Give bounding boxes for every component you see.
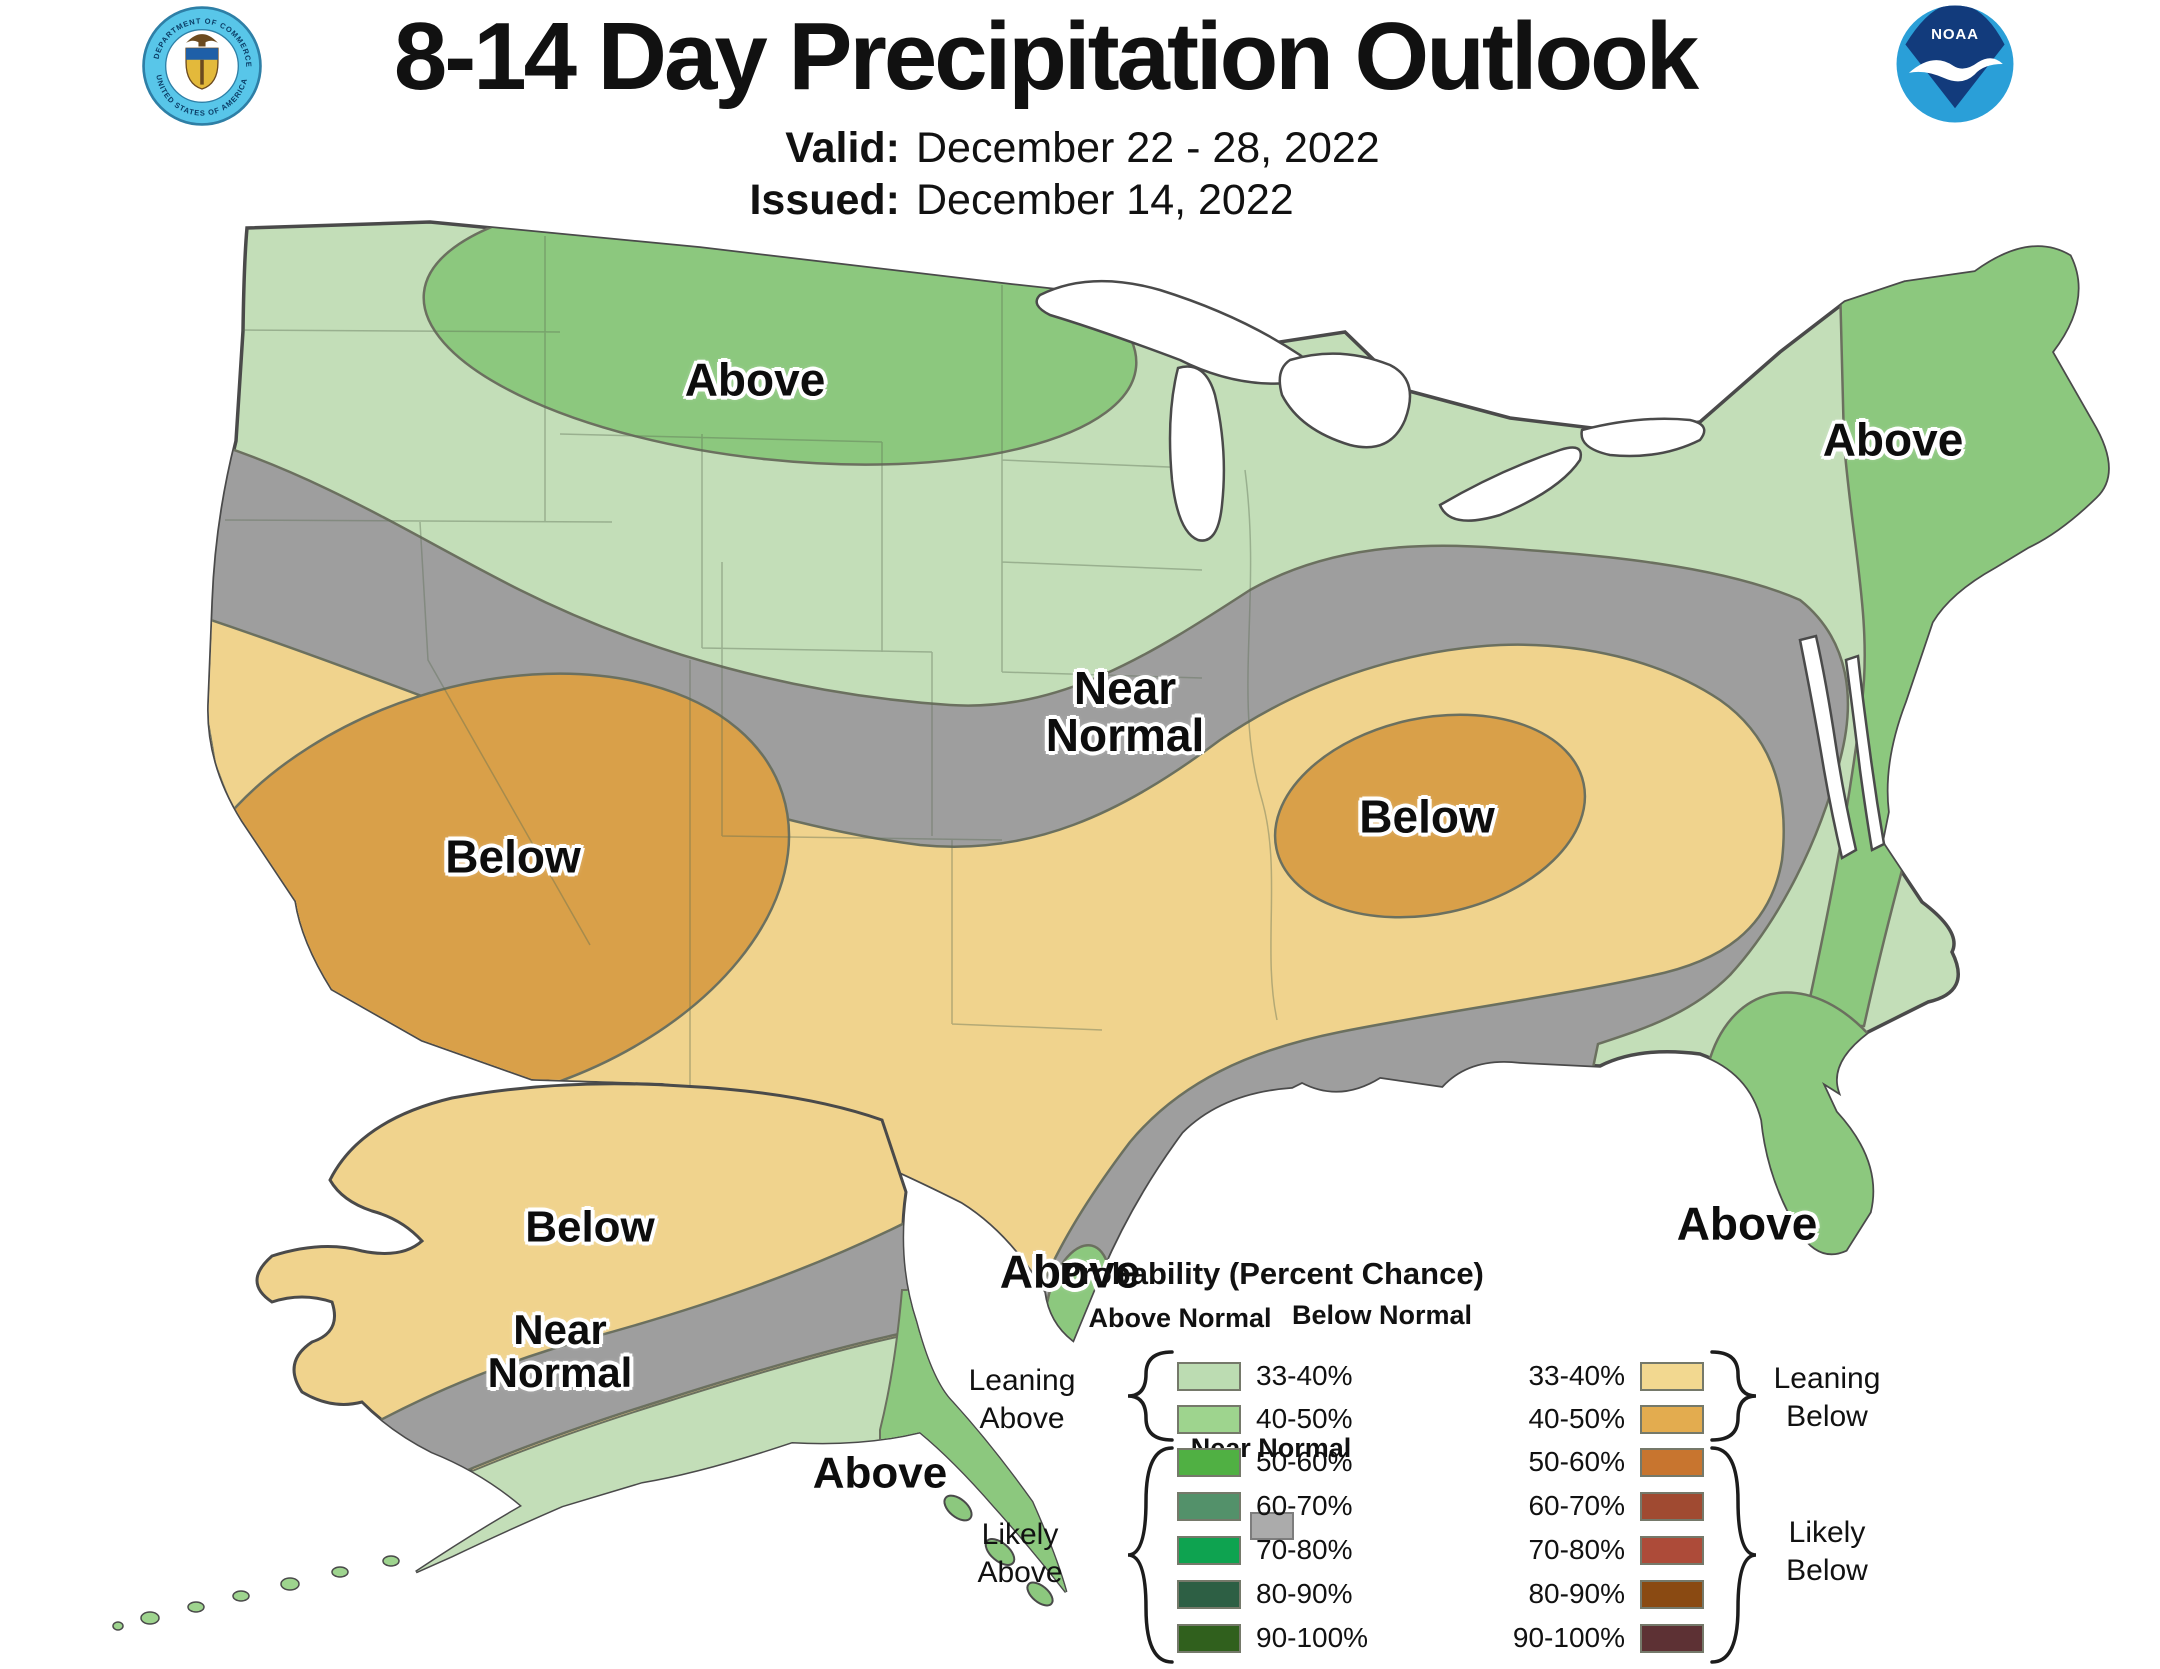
legend-below-swatch-4: [1640, 1536, 1704, 1565]
map-label-northeast-above: Above: [1822, 413, 1964, 466]
issued-dateline: Issued: December 14, 2022: [735, 176, 1294, 225]
legend-above-swatch-2: [1177, 1448, 1241, 1477]
doc-shield-blue: [186, 48, 218, 60]
noaa-logo: NOAA: [1896, 5, 2014, 123]
legend-below-swatch-1: [1640, 1405, 1704, 1434]
legend-title: Probability (Percent Chance): [1060, 1256, 1484, 1291]
page-title: 8-14 Day Precipitation Outlook: [393, 3, 1699, 110]
map-label-florida-above: Above: [1676, 1197, 1818, 1250]
map-label-west-below: Below: [445, 830, 581, 883]
department-of-commerce-seal: DEPARTMENT OF COMMERCE UNITED STATES OF …: [142, 6, 262, 126]
legend-above-swatch-0: [1177, 1362, 1241, 1391]
legend-likely-above-label: Likely Above: [977, 1518, 1063, 1589]
doc-shield-post: [200, 59, 204, 85]
legend-braces: [1127, 1350, 1757, 1664]
map-label-alaska-below: Below: [525, 1202, 655, 1252]
legend-above-range-0: 33-40%: [1256, 1360, 1353, 1391]
noaa-navy-fan: [1905, 5, 2005, 109]
legend-below-swatch-2: [1640, 1448, 1704, 1477]
doc-eagle-icon: [186, 34, 218, 47]
lake-ontario: [1580, 417, 1706, 458]
noaa-logo-text: NOAA: [1931, 26, 1979, 43]
legend-above-range-4: 70-80%: [1256, 1534, 1353, 1565]
legend-above-range-2: 50-60%: [1256, 1446, 1353, 1477]
legend-below-swatch-0: [1640, 1362, 1704, 1391]
leaning-above-brace: [1127, 1350, 1174, 1442]
legend-above-swatch-3: [1177, 1492, 1241, 1521]
legend-above-swatch-5: [1177, 1580, 1241, 1609]
legend-below-range-1: 40-50%: [1528, 1403, 1625, 1434]
legend-above-range-5: 80-90%: [1256, 1578, 1353, 1609]
leaning-below-brace: [1710, 1350, 1757, 1442]
issued-label: Issued:: [749, 176, 900, 224]
legend-above-range-6: 90-100%: [1256, 1622, 1369, 1653]
valid-dateline: Valid: December 22 - 28, 2022: [735, 124, 1380, 173]
map-label-alaska-above: Above: [812, 1448, 948, 1498]
legend-below-range-0: 33-40%: [1528, 1360, 1625, 1391]
lake-erie: [1438, 446, 1583, 522]
legend-below-header: Below Normal: [1291, 1300, 1473, 1330]
legend-below-range-3: 60-70%: [1528, 1490, 1625, 1521]
legend-below-swatch-3: [1640, 1492, 1704, 1521]
panhandle-islands: [943, 1494, 1054, 1607]
midsouth-below-40-50-region: [1273, 713, 1587, 919]
legend-near-normal-swatch: [1250, 1512, 1294, 1540]
legend-below-range-4: 70-80%: [1528, 1534, 1625, 1565]
legend-above-swatch-4: [1177, 1536, 1241, 1565]
lake-huron: [1278, 352, 1412, 449]
legend-leaning-below-label: Leaning Below: [1773, 1362, 1881, 1433]
likely-above-brace: [1127, 1446, 1174, 1664]
legend-above-header: Above Normal: [1088, 1303, 1272, 1333]
map-label-near-normal: Near Normal: [1045, 662, 1205, 761]
legend-above-range-1: 40-50%: [1256, 1403, 1353, 1434]
issued-value: December 14, 2022: [916, 176, 1294, 224]
lake-michigan: [1168, 365, 1226, 542]
legend-likely-below-label: Likely Below: [1786, 1516, 1868, 1587]
valid-label: Valid:: [785, 124, 900, 172]
legend-leaning-above-label: Leaning Above: [968, 1364, 1076, 1435]
aleutian-islands: [112, 1555, 400, 1631]
legend-above-swatch-1: [1177, 1405, 1241, 1434]
state-borders: [224, 236, 1278, 1086]
likely-below-brace: [1710, 1446, 1757, 1664]
great-lakes: [1035, 279, 1886, 860]
legend-below-range-6: 90-100%: [1512, 1622, 1625, 1653]
legend-below-range-2: 50-60%: [1528, 1446, 1625, 1477]
legend-below-swatch-5: [1640, 1580, 1704, 1609]
legend-above-swatch-6: [1177, 1624, 1241, 1653]
map-label-midsouth-below: Below: [1359, 790, 1495, 843]
noaa-seagull-icon: [1908, 58, 2003, 82]
map-label-northwest-above: Above: [684, 353, 826, 406]
legend-above-range-3: 60-70%: [1256, 1490, 1353, 1521]
chesapeake-bay: [1798, 634, 1886, 860]
valid-value: December 22 - 28, 2022: [916, 124, 1380, 172]
legend-below-swatch-6: [1640, 1624, 1704, 1653]
map-label-alaska-near-normal: Near Normal: [487, 1306, 633, 1396]
map-label-south-texas-above: Above: [999, 1245, 1141, 1298]
legend-below-range-5: 80-90%: [1528, 1578, 1625, 1609]
